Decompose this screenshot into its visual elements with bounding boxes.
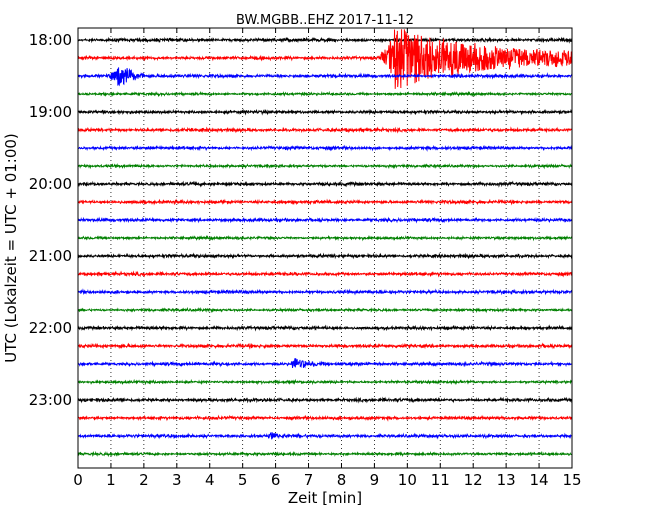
x-tick-label: 6 (271, 471, 281, 489)
x-axis: 0 1 2 3 4 5 6 7 8 9 10 11 12 13 14 15 (73, 28, 582, 489)
x-tick-label: 9 (370, 471, 380, 489)
trace-line (77, 163, 573, 170)
y-axis: 18:00 19:00 20:00 21:00 22:00 23:00 (29, 31, 572, 409)
x-tick-label: 1 (106, 471, 116, 489)
x-tick-label: 11 (431, 471, 450, 489)
y-tick-label: 20:00 (29, 175, 72, 193)
x-tick-label: 4 (205, 471, 215, 489)
chart-title: BW.MGBB..EHZ 2017-11-12 (236, 13, 414, 28)
x-tick-label: 2 (139, 471, 149, 489)
y-tick-label: 21:00 (29, 247, 72, 265)
trace-line (77, 216, 573, 224)
seismic-traces (77, 29, 573, 458)
x-tick-label: 14 (530, 471, 549, 489)
trace-line (77, 36, 573, 44)
x-tick-label: 7 (304, 471, 314, 489)
plot-frame (77, 27, 573, 469)
x-axis-label: Zeit [min] (288, 489, 362, 507)
y-tick-label: 18:00 (29, 31, 72, 49)
y-tick-label: 23:00 (29, 391, 72, 409)
x-tick-label: 13 (497, 471, 516, 489)
trace-line (77, 180, 573, 188)
trace-line (77, 288, 573, 296)
trace-line (77, 126, 573, 134)
trace-line (77, 358, 573, 369)
trace-line (77, 29, 573, 89)
trace-line (77, 432, 573, 440)
trace-line (77, 108, 573, 116)
trace-line (77, 144, 573, 152)
trace-line (77, 414, 573, 422)
x-tick-label: 15 (562, 471, 581, 489)
x-tick-label: 12 (464, 471, 483, 489)
trace-line (77, 270, 573, 278)
x-tick-label: 3 (172, 471, 182, 489)
y-tick-label: 19:00 (29, 103, 72, 121)
trace-line (77, 324, 573, 332)
trace-line (77, 378, 573, 386)
trace-line (77, 252, 573, 260)
trace-line (77, 90, 573, 98)
trace-line (77, 67, 573, 87)
trace-line (77, 234, 573, 242)
y-axis-label: UTC (Lokalzeit = UTC + 01:00) (2, 133, 20, 363)
trace-line (77, 306, 573, 314)
y-tick-label: 22:00 (29, 319, 72, 337)
trace-line (77, 396, 573, 404)
grid-lines (78, 28, 572, 468)
trace-line (77, 342, 573, 350)
trace-line (77, 198, 573, 206)
x-tick-label: 0 (73, 471, 83, 489)
x-tick-label: 5 (238, 471, 248, 489)
x-tick-label: 8 (337, 471, 347, 489)
trace-line (77, 450, 573, 458)
x-tick-label: 10 (398, 471, 417, 489)
